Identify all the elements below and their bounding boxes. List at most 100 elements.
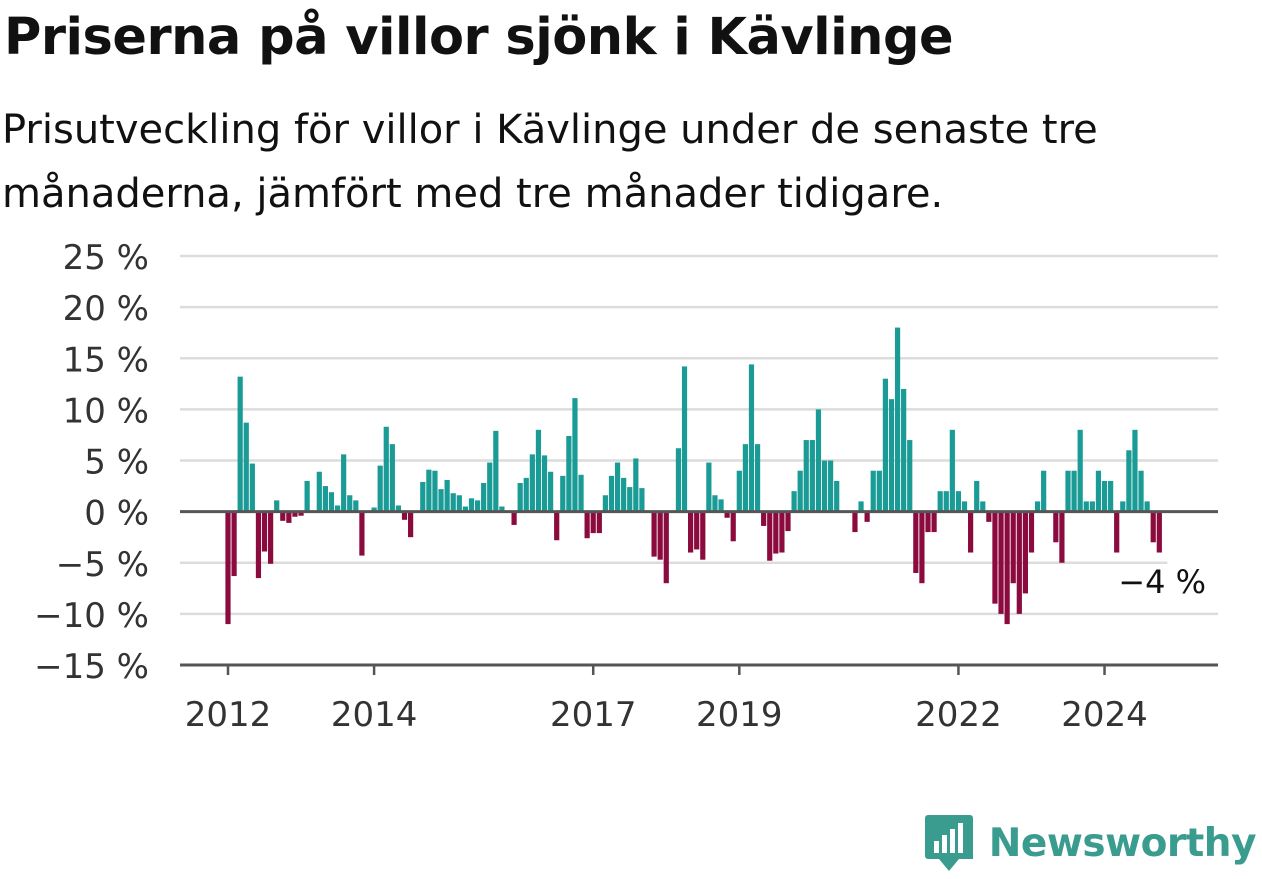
bar [408,511,414,538]
bar [1126,450,1132,512]
bar [493,430,499,512]
y-tick-label: 20 % [63,289,149,329]
bar [1034,501,1041,512]
bar [322,486,328,512]
bar [974,480,980,512]
bar [328,492,335,512]
bar [633,458,639,512]
bar [535,429,542,512]
gridlines [180,254,1218,616]
bar [761,511,767,526]
y-tick-label: −10 % [34,596,149,636]
bar [268,511,274,564]
bar [286,511,292,523]
bar [748,364,755,512]
bar [596,511,602,534]
x-tick-label: 2022 [915,695,1002,735]
bar [432,470,438,512]
bar [1150,511,1156,543]
bar [225,511,231,625]
bar [779,511,785,553]
bar [487,462,493,512]
bar [1114,511,1120,553]
bar [499,506,505,512]
bar [341,454,347,512]
bar [1010,511,1016,584]
x-tick-label: 2012 [185,695,272,735]
bar [852,511,858,533]
bar [1028,511,1035,553]
bar [998,511,1004,614]
bar [462,506,468,512]
y-tick-label: 0 % [84,494,149,534]
bar [627,487,633,512]
bar [560,475,566,512]
bar [292,511,298,517]
bar [426,469,432,512]
axes [180,510,1218,667]
bar [554,511,560,541]
bar [1004,511,1010,625]
bar [980,501,986,512]
bar [736,470,742,512]
bar [468,498,475,512]
bar [870,470,876,512]
y-tick-label: 5 % [84,443,149,483]
bar [931,511,937,533]
bar [724,511,730,518]
bar [901,388,907,512]
logo-text: Newsworthy [988,820,1257,866]
bar [949,429,955,512]
bar [1108,480,1114,512]
bar [968,511,974,553]
bar [304,480,310,512]
bar [1022,511,1028,594]
chart-subtitle: Prisutveckling för villor i Kävlinge und… [2,107,1098,217]
bars [225,327,1162,625]
x-tick-label: 2014 [331,695,418,735]
bar [1065,470,1071,512]
bar [864,511,870,522]
bar [773,511,779,554]
bar [261,511,268,552]
chart-title: Priserna på villor sjönk i Kävlinge [4,8,954,67]
bar [712,495,718,512]
bar [274,500,280,512]
bar [803,440,809,512]
bar [298,511,304,516]
bar [694,511,700,550]
bar [754,444,761,512]
bar [231,511,237,577]
y-tick-label: 15 % [63,340,149,380]
bar [1016,511,1022,614]
y-tick-label: 10 % [63,391,149,431]
bar [828,460,834,512]
bar [1053,511,1059,543]
bar [420,481,426,512]
bar [700,511,706,560]
y-tick-label: 25 % [63,238,149,278]
bar [1089,501,1095,512]
bar [907,440,913,512]
bar [614,462,621,512]
bar [730,511,736,542]
bar [602,495,608,512]
bar [243,422,249,512]
bar [566,435,572,512]
y-tick-label: −15 % [34,647,149,687]
bar [401,511,408,520]
bar [925,511,931,533]
bar [663,511,669,584]
bar [572,398,578,512]
bar [529,454,535,512]
bar [767,511,773,561]
bar [1156,511,1162,553]
bar [882,378,888,512]
bar [688,511,694,553]
bar [280,511,286,521]
bar [986,511,992,522]
bar [389,444,395,512]
x-tick-label: 2024 [1061,695,1148,735]
bar [639,488,645,512]
bar [937,491,943,512]
